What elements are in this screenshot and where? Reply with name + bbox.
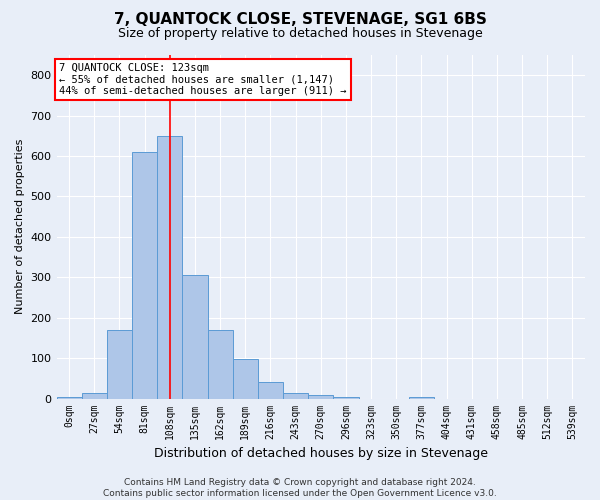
Bar	[409, 396, 434, 398]
Bar	[283, 393, 308, 398]
Text: Size of property relative to detached houses in Stevenage: Size of property relative to detached ho…	[118, 28, 482, 40]
Bar	[157, 136, 182, 398]
Text: Contains HM Land Registry data © Crown copyright and database right 2024.
Contai: Contains HM Land Registry data © Crown c…	[103, 478, 497, 498]
Bar	[308, 396, 334, 398]
Bar	[334, 397, 359, 398]
Y-axis label: Number of detached properties: Number of detached properties	[15, 139, 25, 314]
Text: 7, QUANTOCK CLOSE, STEVENAGE, SG1 6BS: 7, QUANTOCK CLOSE, STEVENAGE, SG1 6BS	[113, 12, 487, 28]
Bar	[208, 330, 233, 398]
Bar	[107, 330, 132, 398]
X-axis label: Distribution of detached houses by size in Stevenage: Distribution of detached houses by size …	[154, 447, 488, 460]
Bar	[56, 396, 82, 398]
Bar	[233, 359, 258, 399]
Bar	[82, 393, 107, 398]
Bar	[258, 382, 283, 398]
Text: 7 QUANTOCK CLOSE: 123sqm
← 55% of detached houses are smaller (1,147)
44% of sem: 7 QUANTOCK CLOSE: 123sqm ← 55% of detach…	[59, 63, 347, 96]
Bar	[182, 276, 208, 398]
Bar	[132, 152, 157, 398]
